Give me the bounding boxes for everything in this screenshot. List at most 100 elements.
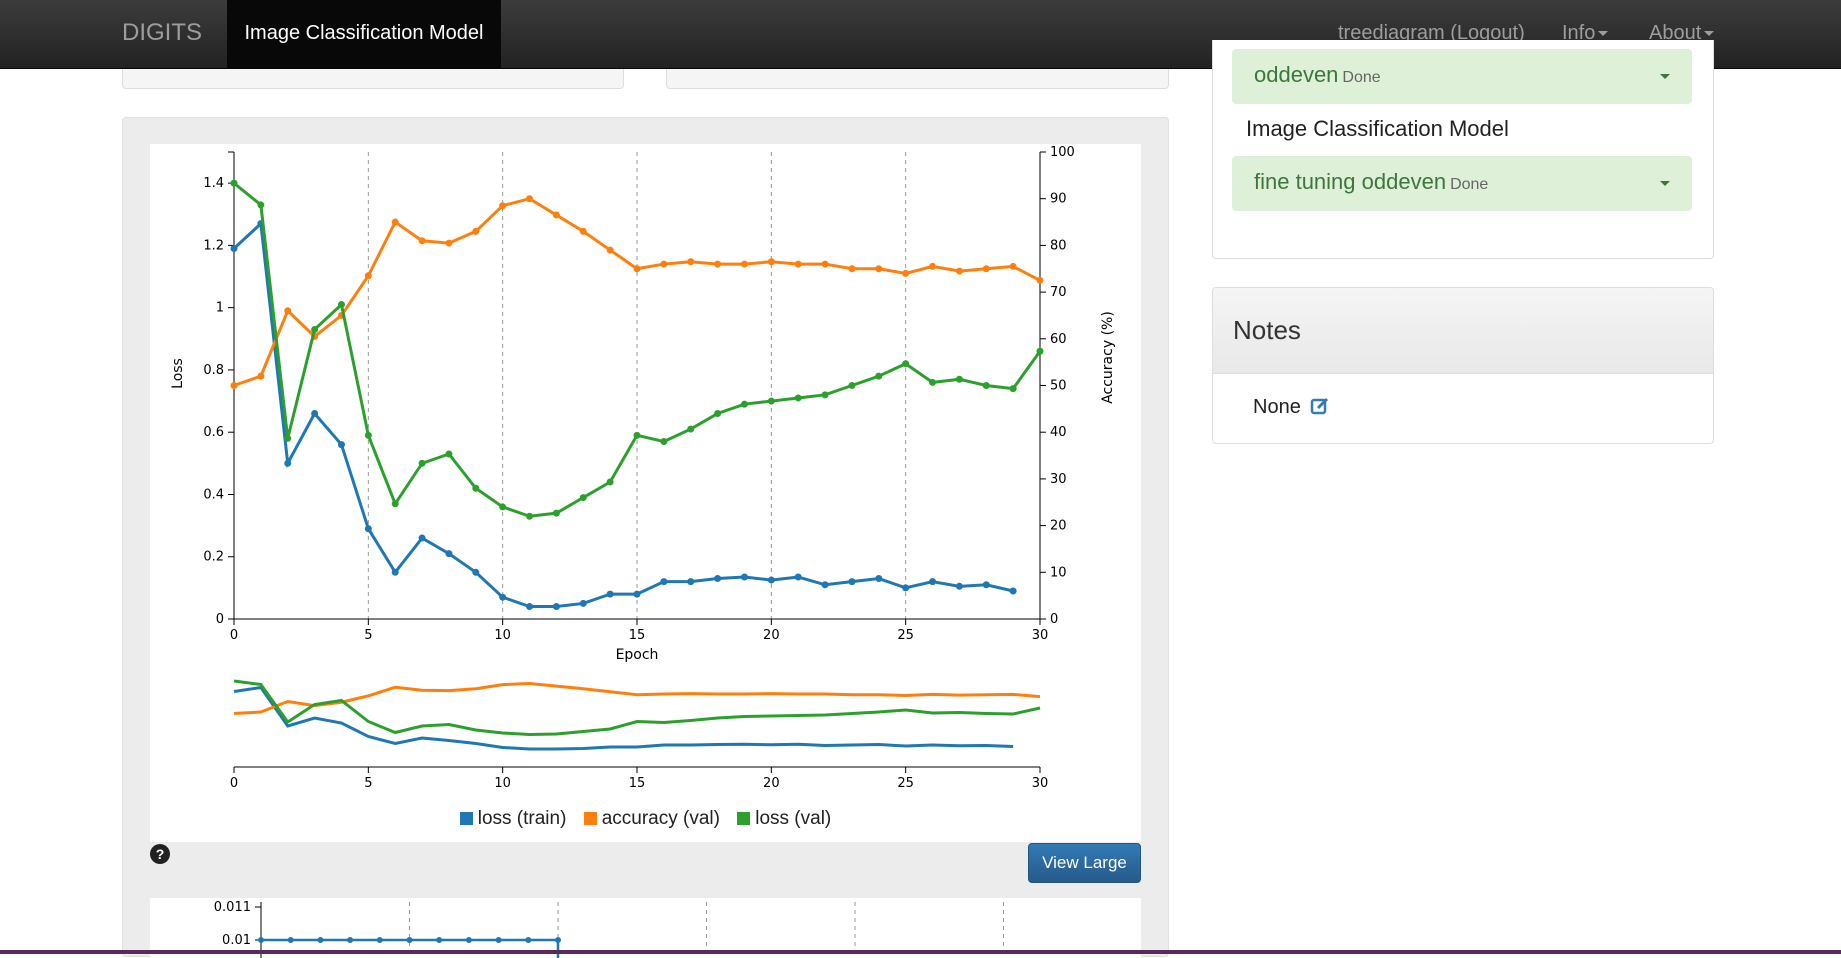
- data-point: [660, 578, 668, 586]
- data-point: [579, 494, 587, 502]
- data-point: [499, 503, 507, 511]
- y-tick-label: 0.4: [203, 487, 224, 502]
- y-tick-label: 1.4: [203, 176, 224, 191]
- lr-data-point: [525, 937, 532, 943]
- data-point: [821, 391, 829, 399]
- legend-label: accuracy (val): [601, 808, 720, 829]
- data-point: [606, 478, 614, 486]
- data-point: [391, 568, 399, 576]
- data-point: [311, 410, 319, 418]
- data-point: [767, 397, 775, 405]
- x-tick-label: 0: [230, 628, 238, 643]
- lr-series-line: [261, 938, 560, 958]
- data-point: [955, 267, 963, 275]
- view-large-button[interactable]: View Large: [1028, 843, 1141, 883]
- data-point: [230, 245, 238, 253]
- data-point: [767, 258, 775, 266]
- lr-data-point: [406, 937, 413, 943]
- overview-series-line-2: [233, 679, 1041, 737]
- y-tick-label: 0.6: [203, 425, 224, 440]
- overview-x-tick-label: 15: [629, 776, 646, 791]
- legend-label: loss (train): [477, 808, 567, 829]
- data-point: [230, 179, 238, 187]
- y2-tick-label: 100: [1050, 145, 1075, 160]
- data-point: [902, 269, 910, 277]
- data-point: [1009, 262, 1017, 270]
- overview-series-line-1: [233, 681, 1041, 715]
- y-tick-label: 0.8: [203, 363, 224, 378]
- y2-axis-label: Accuracy (%): [1100, 311, 1116, 404]
- overview-x-tick-label: 5: [364, 776, 372, 791]
- data-point: [929, 378, 937, 386]
- lr-data-point: [465, 937, 472, 943]
- learning-rate-svg: 0.01 0.011: [214, 900, 1004, 958]
- data-point: [714, 410, 722, 418]
- x-tick-label: 30: [1032, 628, 1049, 643]
- y-tick-label: 1.2: [203, 238, 224, 253]
- y2-tick-label: 80: [1050, 238, 1067, 253]
- data-point: [1036, 347, 1044, 355]
- job-status: Done: [1450, 176, 1489, 193]
- info-menu[interactable]: Info: [1562, 0, 1609, 69]
- x-tick-label: 5: [364, 628, 372, 643]
- chevron-down-icon[interactable]: [1660, 74, 1670, 79]
- lr-data-point: [376, 937, 383, 943]
- data-point: [982, 265, 990, 273]
- info-panel: [666, 69, 1169, 89]
- data-point: [552, 603, 560, 611]
- x-tick-label: 20: [763, 628, 780, 643]
- about-menu-label: About: [1649, 22, 1702, 44]
- y-tick-label: 0: [216, 612, 224, 627]
- y2-tick-label: 50: [1050, 379, 1067, 394]
- data-point: [687, 425, 695, 433]
- y-tick-label: 0.2: [203, 550, 224, 565]
- help-icon[interactable]: ?: [150, 844, 170, 864]
- data-point: [364, 525, 372, 533]
- legend-swatch-icon: [583, 812, 597, 825]
- lr-data-point: [258, 937, 264, 943]
- data-point: [687, 258, 695, 266]
- data-point: [284, 459, 292, 467]
- chevron-down-icon[interactable]: [1660, 181, 1670, 186]
- data-point: [391, 218, 399, 226]
- edit-icon[interactable]: [1310, 396, 1330, 422]
- training-chart: 0 5 10 15 20 25 30 0 0.2 0.4 0.6 0.8 1 1.2 1.4 0 10 20 30 4…: [150, 144, 1141, 842]
- legend-item-accuracy-val[interactable]: accuracy (val): [583, 808, 720, 830]
- data-point: [740, 573, 748, 581]
- legend-item-loss-val[interactable]: loss (val): [737, 808, 831, 830]
- job-group-title: Image Classification Model: [1246, 116, 1509, 141]
- info-menu-label: Info: [1562, 22, 1596, 44]
- tab-image-classification-model[interactable]: Image Classification Model: [227, 0, 501, 69]
- data-point: [552, 211, 560, 219]
- data-point: [337, 441, 345, 449]
- chart-legend: loss (train) accuracy (val) loss (val): [150, 808, 1141, 830]
- job-fine-tuning-oddeven[interactable]: fine tuning oddeven Done: [1232, 156, 1692, 211]
- about-menu[interactable]: About: [1649, 0, 1715, 69]
- user-logout-link[interactable]: treediagram (Logout): [1338, 22, 1525, 44]
- y-tick-label: 1: [216, 301, 224, 316]
- lr-data-point: [287, 937, 294, 943]
- job-name: fine tuning oddeven Done: [1254, 169, 1489, 194]
- y2-tick-label: 0: [1050, 612, 1058, 627]
- lr-y-tick-label: 0.011: [214, 900, 251, 915]
- job-oddeven[interactable]: oddeven Done: [1232, 49, 1692, 104]
- data-point: [499, 202, 507, 210]
- x-tick-label: 25: [897, 628, 914, 643]
- y-axis-label: Loss: [170, 358, 186, 389]
- data-point: [579, 227, 587, 235]
- data-point: [848, 265, 856, 273]
- data-point: [660, 438, 668, 446]
- chevron-down-icon: [1598, 31, 1609, 37]
- data-point: [875, 575, 883, 583]
- data-point: [848, 382, 856, 389]
- data-point: [526, 603, 534, 611]
- legend-item-loss-train[interactable]: loss (train): [459, 808, 567, 830]
- y2-tick-label: 70: [1050, 285, 1067, 300]
- brand-logo[interactable]: DIGITS: [122, 19, 203, 46]
- notes-panel: Notes None: [1212, 287, 1714, 444]
- data-point: [687, 578, 695, 586]
- data-point: [794, 260, 802, 268]
- data-point: [391, 500, 399, 508]
- data-point: [633, 265, 641, 273]
- data-point: [418, 534, 426, 542]
